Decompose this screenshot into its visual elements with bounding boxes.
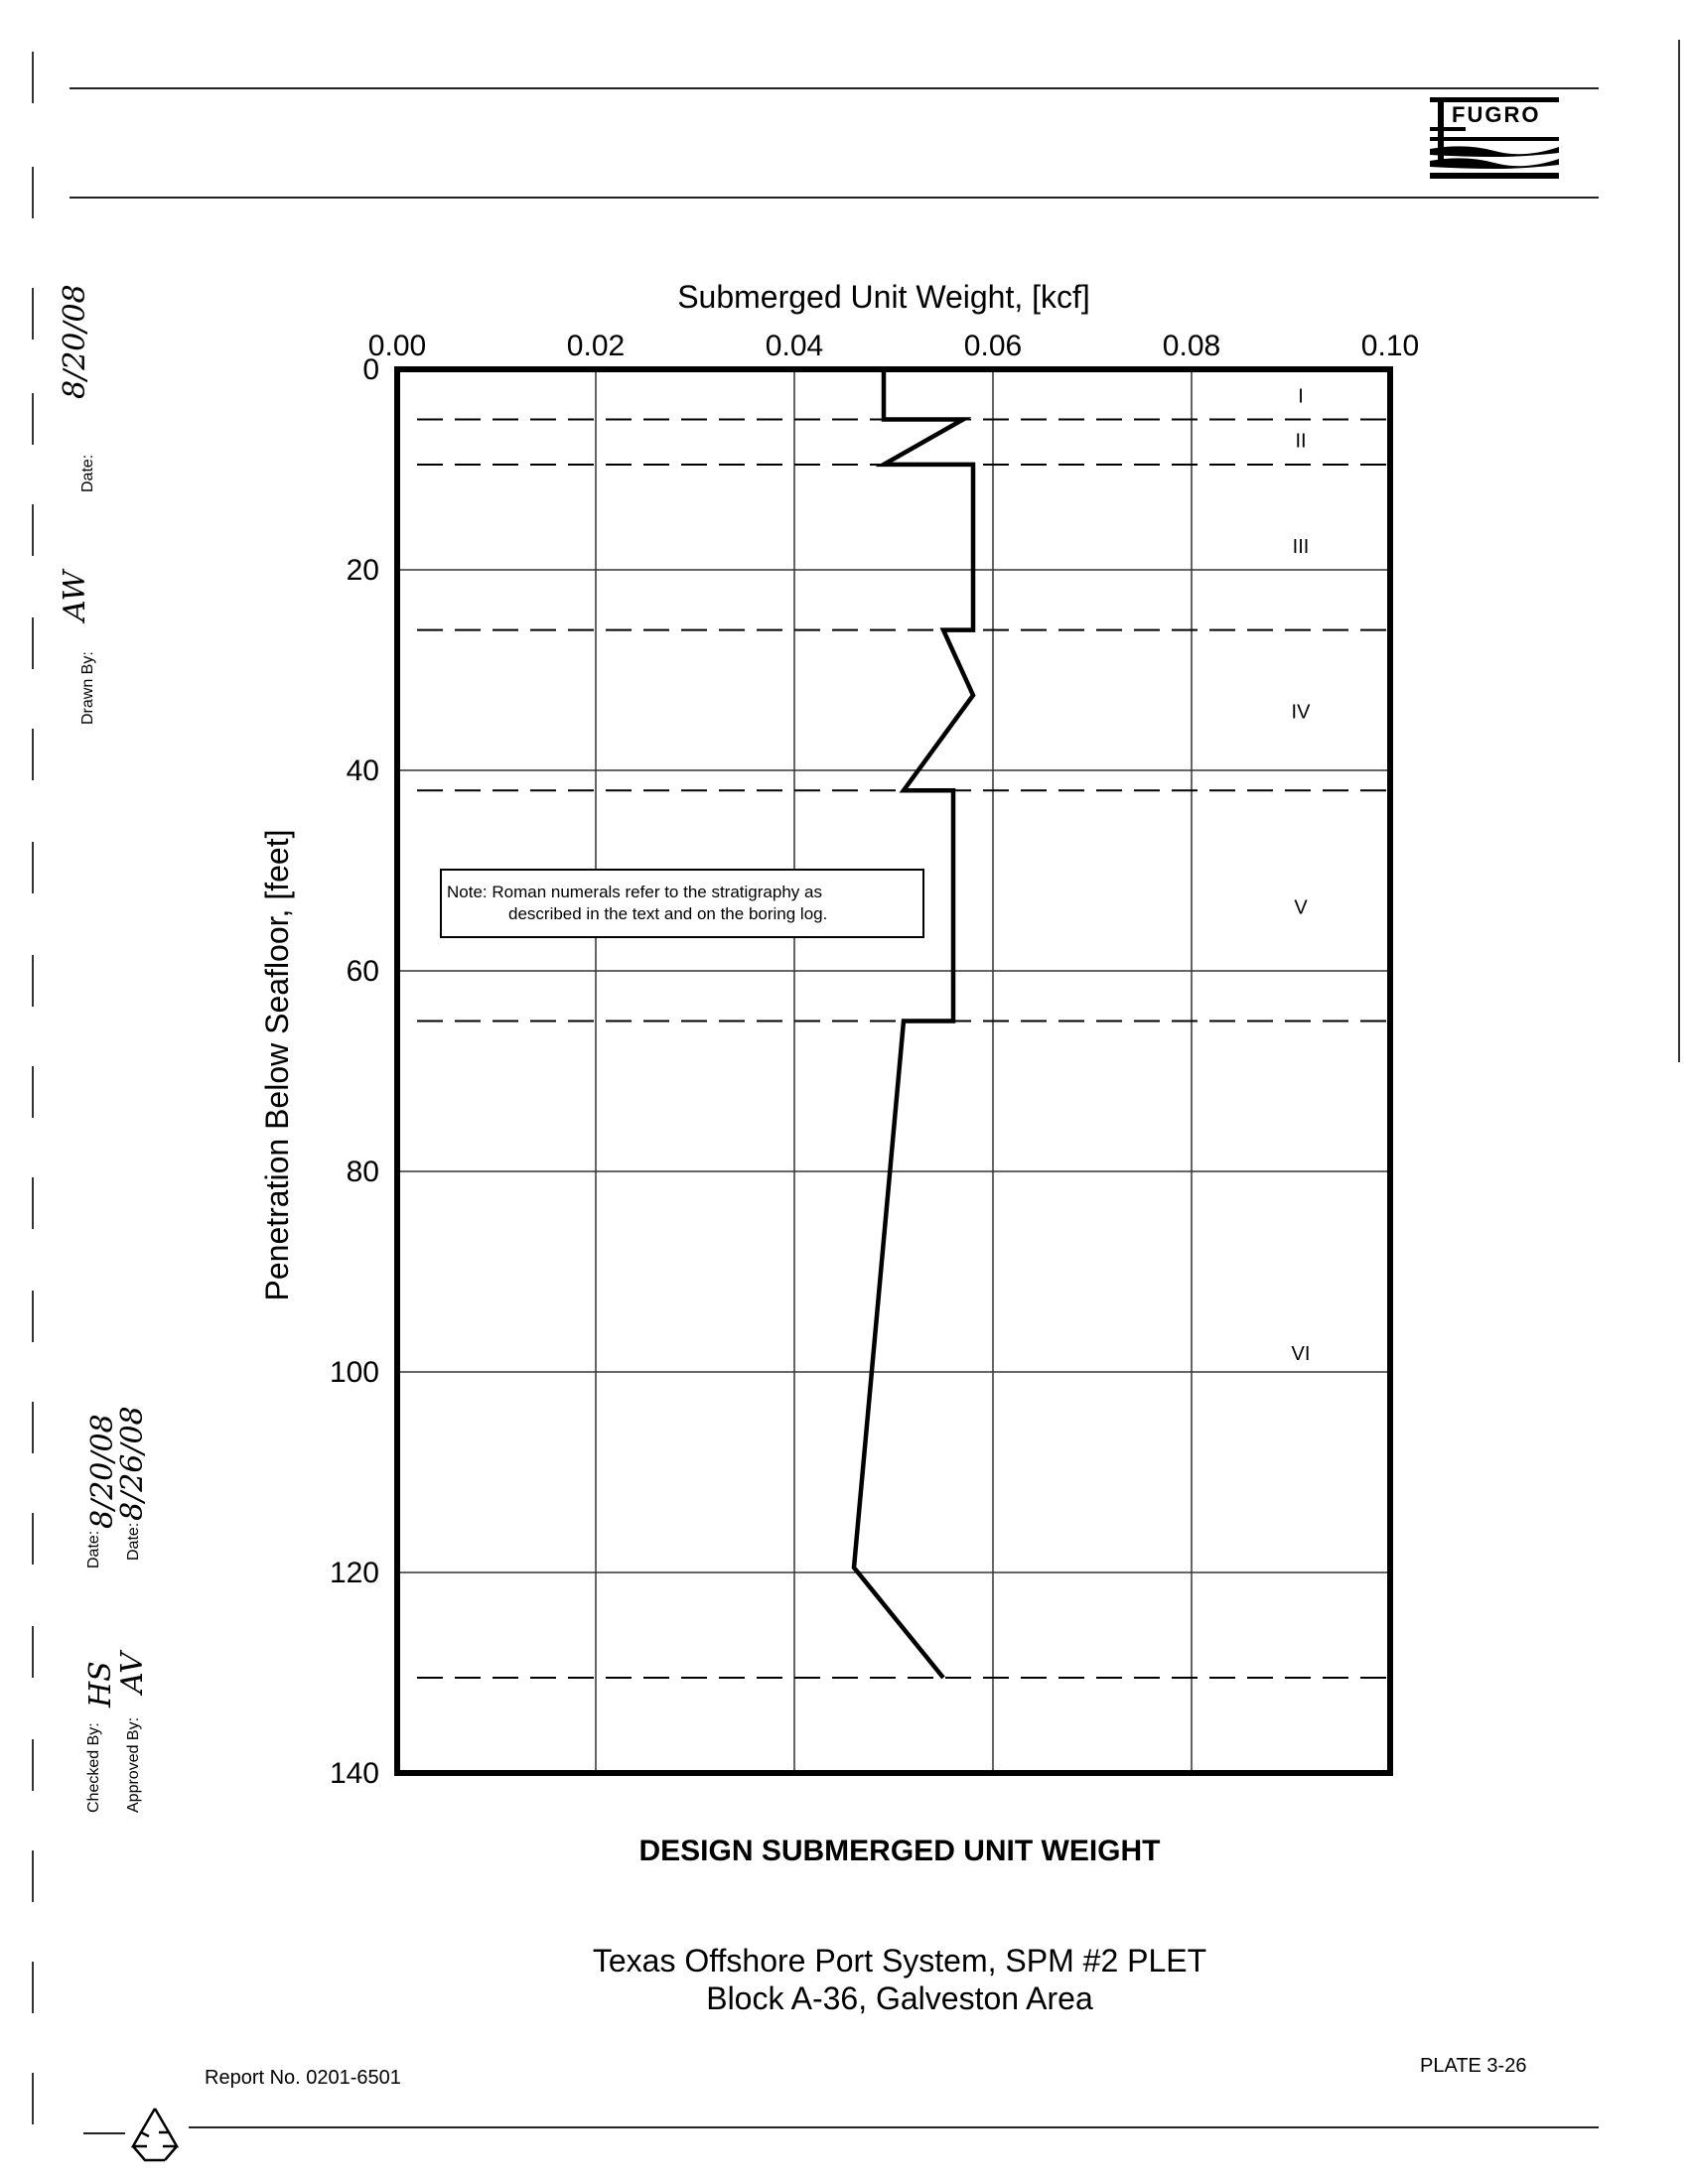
- margin-mark: [32, 2073, 34, 2124]
- grid-layer: [396, 368, 1391, 1774]
- logo-text: FUGRO: [1452, 102, 1540, 127]
- fugro-logo: FUGRO: [1430, 93, 1559, 183]
- margin-mark: [32, 288, 34, 340]
- margin-mark: [32, 1626, 34, 1678]
- margin-mark: [32, 1739, 34, 1791]
- layer-label: I: [1298, 385, 1304, 407]
- margin-mark: [32, 729, 34, 780]
- series-layer: [851, 369, 976, 1680]
- right-edge-mark: [1678, 40, 1680, 1062]
- subtitle-line-2: Block A-36, Galveston Area: [706, 1980, 1093, 2016]
- plate-number: PLATE 3-26: [1420, 2055, 1527, 2077]
- layer-label: II: [1295, 431, 1306, 453]
- margin-mark: [32, 1066, 34, 1118]
- y-tick-label: 40: [347, 754, 379, 787]
- x-tick-label: 0.10: [1361, 330, 1419, 362]
- margin-mark: [32, 1177, 34, 1229]
- fugro-logo-graphic: FUGRO: [1430, 97, 1559, 179]
- report-number: Report No. 0201-6501: [205, 2067, 401, 2089]
- layer-label: V: [1294, 896, 1308, 918]
- recycle-icon: [123, 2103, 187, 2166]
- y-tick-label: 140: [330, 1757, 379, 1790]
- layer-label: III: [1293, 536, 1310, 558]
- footer-rule-left: [83, 2132, 125, 2134]
- margin-mark: [32, 393, 34, 445]
- x-tick-label: 0.02: [567, 330, 625, 362]
- subtitle: Texas Offshore Port System, SPM #2 PLET …: [0, 1942, 1692, 2017]
- x-tick-label: 0.00: [368, 330, 426, 362]
- unit-weight-chart: 0.00 0.02 0.04 0.06 0.08 0.10 0 20 40 60 80 100 120 1…: [259, 279, 1419, 1790]
- tick-labels: 0.00 0.02 0.04 0.06 0.08 0.10 0 20 40 60 80 100 120 1…: [330, 330, 1419, 1790]
- margin-mark: [32, 504, 34, 556]
- note-line-1: Note: Roman numerals refer to the strati…: [447, 883, 822, 901]
- y-tick-label: 60: [347, 955, 379, 988]
- y-tick-label: 120: [330, 1557, 379, 1589]
- y-tick-label: 80: [347, 1156, 379, 1188]
- recycle-icon-graphic: [130, 2108, 180, 2162]
- x-tick-label: 0.08: [1163, 330, 1220, 362]
- subtitle-line-1: Texas Offshore Port System, SPM #2 PLET: [592, 1943, 1207, 1979]
- y-axis-title: Penetration Below Seafloor, [feet]: [259, 830, 295, 1301]
- header-rule-bottom: [70, 197, 1599, 199]
- margin-mark: [32, 1513, 34, 1565]
- margin-mark: [32, 1402, 34, 1453]
- layer-label: IV: [1292, 701, 1312, 723]
- y-tick-label: 0: [362, 353, 379, 386]
- margin-mark: [32, 1850, 34, 1902]
- x-axis-title: Submerged Unit Weight, [kcf]: [677, 279, 1090, 315]
- margin-mark: [32, 1962, 34, 2013]
- header-rule-top: [70, 87, 1599, 89]
- note-frame: [440, 869, 924, 938]
- y-tick-label: 20: [347, 554, 379, 587]
- layer-boundaries: [417, 418, 1390, 1680]
- x-tick-label: 0.06: [964, 330, 1022, 362]
- y-tick-label: 100: [330, 1356, 379, 1389]
- footer-rule: [189, 2126, 1599, 2128]
- layer-label: VI: [1292, 1343, 1311, 1365]
- plot-frame: [394, 366, 1393, 1776]
- unit-weight-line: [851, 369, 976, 1680]
- note-box: Note: Roman numerals refer to the strati…: [440, 869, 924, 938]
- x-tick-label: 0.04: [766, 330, 823, 362]
- margin-mark: [32, 167, 34, 218]
- chart-title: DESIGN SUBMERGED UNIT WEIGHT: [638, 1835, 1161, 1867]
- margin-mark: [32, 617, 34, 669]
- margin-mark: [32, 955, 34, 1007]
- note-line-2: described in the text and on the boring …: [508, 904, 827, 923]
- margin-mark: [32, 52, 34, 103]
- margin-mark: [32, 1291, 34, 1342]
- margin-mark: [32, 842, 34, 893]
